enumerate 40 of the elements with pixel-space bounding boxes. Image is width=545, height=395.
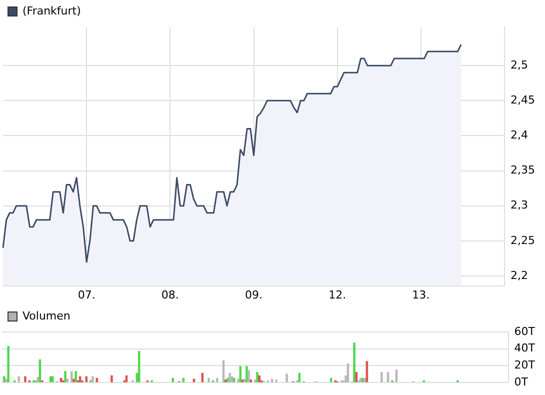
bar xyxy=(7,346,10,382)
y-tick-label: 2,25 xyxy=(510,234,536,247)
bar xyxy=(246,366,248,382)
bar xyxy=(228,372,231,382)
x-tick-label: 07. xyxy=(78,288,96,302)
x-tick-label: 08. xyxy=(161,288,179,302)
bar xyxy=(208,378,210,382)
bar xyxy=(18,376,20,382)
bar xyxy=(256,372,258,382)
y-tick-label: 2,3 xyxy=(510,198,528,212)
y-tick-label: 40T xyxy=(514,342,536,355)
bar xyxy=(172,378,174,382)
y-tick-label: 2,5 xyxy=(510,58,528,72)
y-tick-label: 2,4 xyxy=(510,128,528,142)
legend-label: Volumen xyxy=(22,309,70,322)
bar xyxy=(353,342,356,382)
bar xyxy=(248,370,250,382)
y-tick-label: 2,2 xyxy=(510,268,528,282)
bar xyxy=(275,380,278,382)
y-tick-label: 2,45 xyxy=(510,94,536,106)
bar xyxy=(110,375,113,382)
x-tick-label: 13. xyxy=(412,288,430,302)
y-tick-label: 60T xyxy=(514,324,536,338)
bar xyxy=(286,374,288,382)
x-tick-label: 12. xyxy=(328,288,346,302)
x-tick-label: 09. xyxy=(245,288,263,302)
legend-label: (Frankfurt) xyxy=(22,4,81,18)
bar xyxy=(239,366,242,382)
y-tick-label: 2,35 xyxy=(510,164,536,177)
bar xyxy=(216,378,218,382)
bar xyxy=(74,371,77,382)
bar xyxy=(92,376,94,382)
y-tick-label: 20T xyxy=(514,358,536,372)
bar xyxy=(380,372,383,382)
bar xyxy=(36,377,39,382)
bar xyxy=(24,376,26,382)
bar xyxy=(258,375,260,382)
y-tick-label: 0T xyxy=(514,375,528,388)
bar xyxy=(64,371,66,382)
bar xyxy=(52,376,54,382)
